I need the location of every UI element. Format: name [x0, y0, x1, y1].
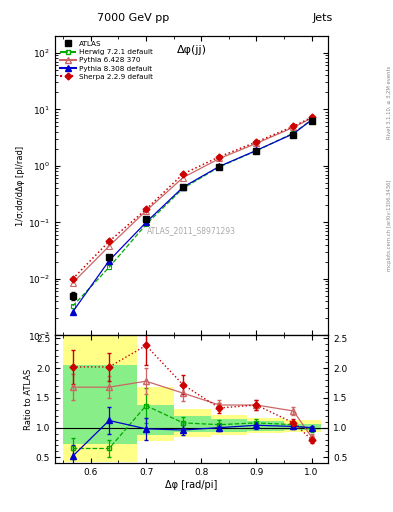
Text: ATLAS_2011_S8971293: ATLAS_2011_S8971293	[147, 226, 236, 235]
X-axis label: Δφ [rad/pi]: Δφ [rad/pi]	[165, 480, 218, 490]
Bar	[247, 417, 284, 433]
Bar	[137, 405, 174, 435]
Bar	[174, 416, 211, 433]
Y-axis label: 1/σ;dσ/dΔφ [pl/rad]: 1/σ;dσ/dΔφ [pl/rad]	[16, 145, 25, 226]
Bar	[63, 335, 100, 462]
Bar	[100, 335, 137, 462]
Bar	[284, 420, 321, 432]
Text: Rivet 3.1.10, ≥ 3.2M events: Rivet 3.1.10, ≥ 3.2M events	[387, 66, 392, 139]
Text: Δφ(jj): Δφ(jj)	[176, 45, 207, 55]
Bar	[100, 365, 137, 444]
Bar	[284, 424, 321, 430]
Text: Jets: Jets	[312, 13, 332, 23]
Legend: ATLAS, Herwig 7.2.1 default, Pythia 6.428 370, Pythia 8.308 default, Sherpa 2.2.: ATLAS, Herwig 7.2.1 default, Pythia 6.42…	[59, 39, 154, 81]
Bar	[247, 421, 284, 431]
Bar	[211, 415, 247, 435]
Bar	[174, 409, 211, 437]
Bar	[63, 365, 100, 444]
Bar	[211, 419, 247, 432]
Text: mcplots.cern.ch [arXiv:1306.3436]: mcplots.cern.ch [arXiv:1306.3436]	[387, 180, 392, 271]
Text: 7000 GeV pp: 7000 GeV pp	[97, 13, 170, 23]
Bar	[137, 387, 174, 441]
Y-axis label: Ratio to ATLAS: Ratio to ATLAS	[24, 369, 33, 430]
